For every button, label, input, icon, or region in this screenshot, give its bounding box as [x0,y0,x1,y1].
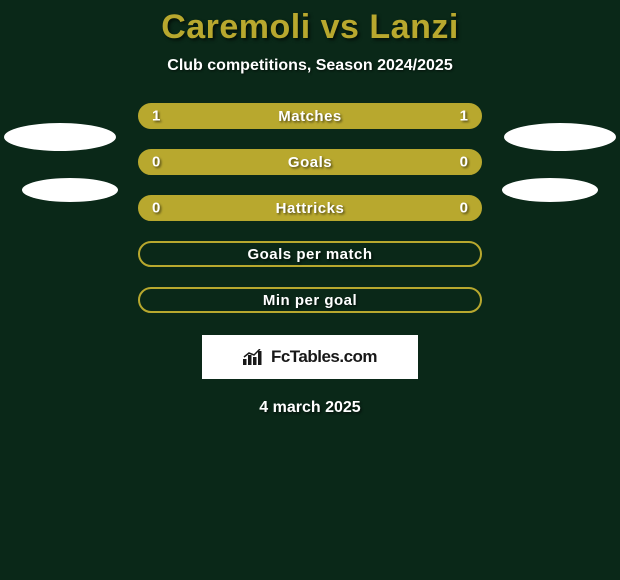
stat-left-value: 0 [152,200,160,217]
page-title: Caremoli vs Lanzi [0,0,620,47]
badge-placeholder-left-1 [4,123,116,151]
stat-row-matches: 1 Matches 1 [138,103,482,129]
stat-label: Goals per match [247,246,372,263]
stat-left-value: 1 [152,108,160,125]
logo-text: FcTables.com [271,347,377,367]
stat-right-value: 0 [460,200,468,217]
stat-label: Hattricks [276,200,345,217]
stat-row-min-per-goal: Min per goal [138,287,482,313]
date-label: 4 march 2025 [0,399,620,417]
stat-row-hattricks: 0 Hattricks 0 [138,195,482,221]
stat-label: Min per goal [263,292,357,309]
bar-chart-icon [243,349,265,365]
badge-placeholder-right-1 [504,123,616,151]
stat-right-value: 0 [460,154,468,171]
stat-row-goals-per-match: Goals per match [138,241,482,267]
stat-right-value: 1 [460,108,468,125]
badge-placeholder-left-2 [22,178,118,202]
logo-box: FcTables.com [202,335,418,379]
subtitle: Club competitions, Season 2024/2025 [0,57,620,75]
stat-label: Matches [278,108,342,125]
badge-placeholder-right-2 [502,178,598,202]
stat-row-goals: 0 Goals 0 [138,149,482,175]
stat-left-value: 0 [152,154,160,171]
stat-label: Goals [288,154,332,171]
